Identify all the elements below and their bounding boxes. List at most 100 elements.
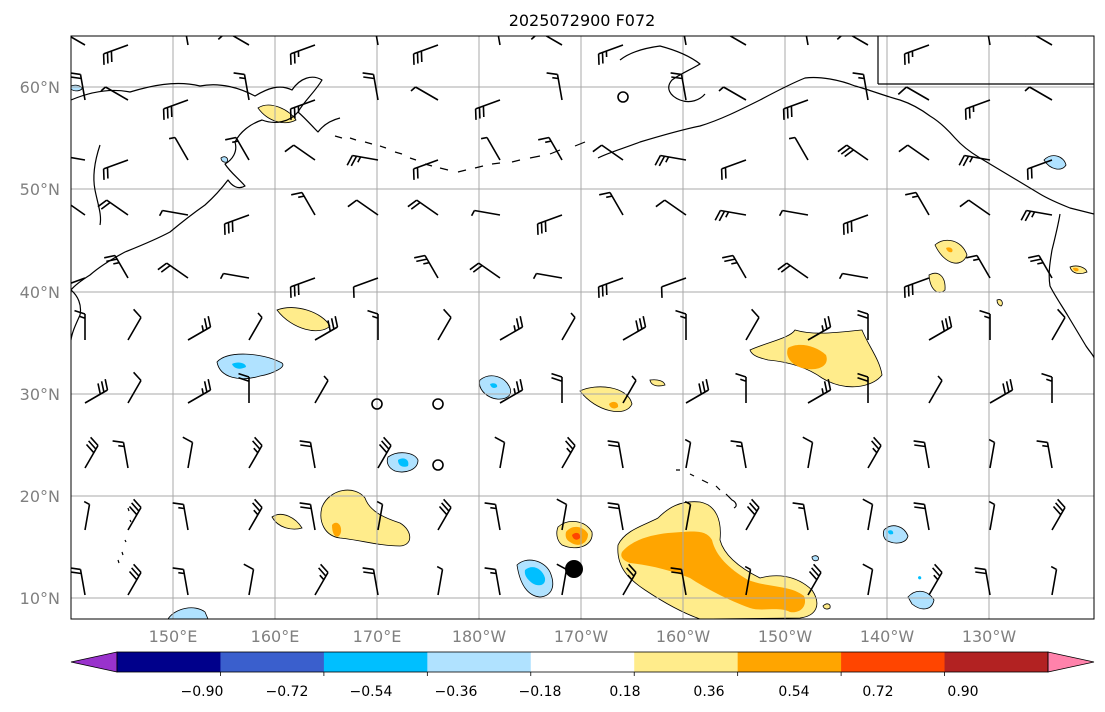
anomaly-region	[398, 458, 409, 467]
wind-barb	[974, 567, 991, 596]
wind-barb	[314, 375, 329, 404]
wind-barb	[71, 277, 86, 284]
wind-barb	[127, 498, 142, 531]
wind-barb	[532, 272, 563, 280]
lon-label: 140°W	[860, 627, 915, 646]
wind-barb	[127, 563, 142, 596]
calm-wind-marker	[617, 91, 629, 103]
calm-wind-marker	[432, 398, 444, 410]
wind-barb	[436, 565, 444, 596]
anomaly-region	[1073, 267, 1079, 272]
positive-anomaly-strong	[572, 532, 581, 540]
wind-barb	[561, 436, 576, 469]
wind-barb	[346, 154, 379, 167]
anomaly-region	[609, 401, 619, 409]
colorbar-extend-high	[1047, 651, 1095, 673]
alaska-north-coastline	[619, 45, 706, 103]
wind-barb	[988, 500, 996, 531]
wind-barb	[352, 277, 379, 298]
colorbar-tick-label: −0.18	[519, 684, 562, 700]
sakhalin-coastline	[93, 144, 102, 226]
wind-barb	[248, 498, 263, 531]
wind-barb	[792, 502, 809, 531]
wind-barb	[958, 154, 991, 167]
anomaly-region	[167, 607, 209, 619]
colorbar-segment	[117, 652, 221, 672]
wind-barb	[654, 154, 687, 167]
wind-barb	[1020, 209, 1053, 222]
wind-barb	[536, 214, 563, 235]
wind-barb	[84, 436, 99, 469]
lon-label: 160°E	[251, 627, 300, 646]
wind-barb	[172, 502, 189, 531]
wind-barb	[225, 136, 250, 161]
wind-barb	[157, 262, 189, 279]
anomaly-region	[787, 344, 827, 370]
wind-barb	[158, 209, 189, 217]
wind-barb	[289, 99, 316, 120]
anomaly-region	[907, 590, 935, 610]
anomaly-region	[232, 362, 246, 369]
wind-barb	[719, 36, 747, 46]
wind-barb	[83, 500, 91, 531]
wind-barb	[299, 502, 316, 531]
wind-barb	[104, 254, 129, 279]
wind-barb	[807, 563, 822, 596]
colorbar-tick-label: 0.72	[862, 684, 893, 700]
wind-barb	[735, 372, 747, 403]
wind-barb	[187, 379, 212, 404]
wind-barb	[777, 262, 809, 279]
colorbar-segment	[841, 652, 946, 672]
wind-barb	[730, 440, 747, 469]
wind-barb	[71, 36, 86, 46]
wind-barb	[592, 144, 624, 161]
wind-barb	[412, 44, 439, 65]
wind-barb	[1036, 440, 1053, 469]
wind-barb	[362, 567, 379, 596]
wind-barb	[437, 308, 452, 341]
anomaly-region	[621, 531, 806, 613]
colorbar-tick-label: 0.54	[778, 684, 809, 700]
wind-barb	[670, 72, 687, 101]
wind-barb	[71, 156, 86, 161]
wind-barb	[243, 563, 255, 596]
anomaly-region	[946, 247, 953, 253]
wind-barb	[862, 498, 874, 531]
wind-barb	[744, 565, 752, 596]
colorbar-segment	[944, 652, 1049, 672]
wind-barb	[959, 199, 991, 216]
lat-label: 60°N	[20, 78, 60, 97]
wind-barb	[1024, 86, 1053, 101]
wind-barb	[97, 199, 129, 216]
anomaly-region	[811, 555, 819, 562]
anomaly-region	[883, 525, 909, 544]
japan-coastline	[71, 289, 82, 341]
map-title: 2025072900 F072	[509, 11, 656, 30]
wind-barb	[289, 277, 316, 298]
colorbar-tick-label: −0.72	[266, 684, 309, 700]
wind-barb	[412, 159, 439, 180]
wind-barb	[71, 204, 86, 216]
anomaly-shading	[71, 84, 1088, 619]
colorbar-segment	[323, 652, 428, 672]
wind-barb	[867, 436, 882, 469]
anomaly-region	[572, 532, 581, 540]
colorbar-extend-low	[70, 651, 118, 673]
wind-barb	[1051, 498, 1066, 531]
wind-barb	[127, 308, 142, 341]
wind-barb	[102, 159, 129, 180]
lon-label: 160°W	[656, 627, 711, 646]
wind-barb	[410, 86, 439, 101]
wind-barb	[499, 316, 524, 341]
wind-barb	[289, 44, 316, 65]
wind-barb	[684, 438, 692, 469]
wind-barb	[802, 436, 814, 469]
wind-barb	[905, 191, 930, 216]
calm-wind-marker	[371, 398, 383, 410]
wind-barb	[1051, 308, 1066, 341]
wind-barb	[622, 375, 637, 404]
colorbar-ticks	[220, 672, 945, 676]
wind-barb	[782, 99, 809, 120]
wind-barb	[168, 136, 189, 161]
